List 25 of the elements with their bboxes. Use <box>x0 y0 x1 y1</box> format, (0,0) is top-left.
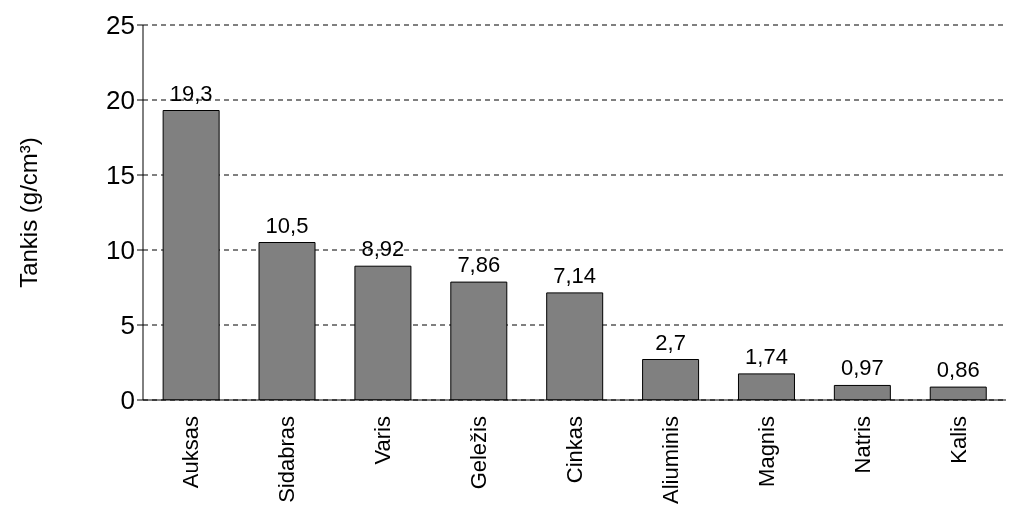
y-tick-label: 15 <box>106 160 135 191</box>
data-label: 0,86 <box>936 357 980 383</box>
y-axis-title: Tankis (g/cm³) <box>14 137 42 288</box>
data-label: 7,86 <box>457 252 501 278</box>
y-tick-label: 25 <box>106 10 135 41</box>
x-tick-label: Auksas <box>178 416 204 489</box>
x-tick-label: Kalis <box>945 416 971 464</box>
data-label: 19,3 <box>169 80 213 106</box>
x-tick-label: Natris <box>849 416 875 474</box>
x-tick-label: Geležis <box>466 416 492 490</box>
x-tick-label: Sidabras <box>274 416 300 503</box>
data-label: 7,14 <box>553 262 597 288</box>
x-tick-label: Varis <box>370 416 396 465</box>
y-tick-label: 10 <box>106 235 135 266</box>
y-tick-label: 0 <box>120 385 135 416</box>
x-tick-label: Magnis <box>753 416 779 487</box>
x-tick-label: Aliuminis <box>657 416 683 505</box>
data-label: 0,97 <box>840 355 884 381</box>
data-label: 2,7 <box>655 329 686 355</box>
data-label: 10,5 <box>265 212 309 238</box>
data-label: 8,92 <box>361 236 405 262</box>
y-tick-label: 5 <box>120 310 135 341</box>
y-tick-label: 20 <box>106 85 135 116</box>
x-tick-label: Cinkas <box>562 416 587 484</box>
data-label: 1,74 <box>745 343 788 369</box>
